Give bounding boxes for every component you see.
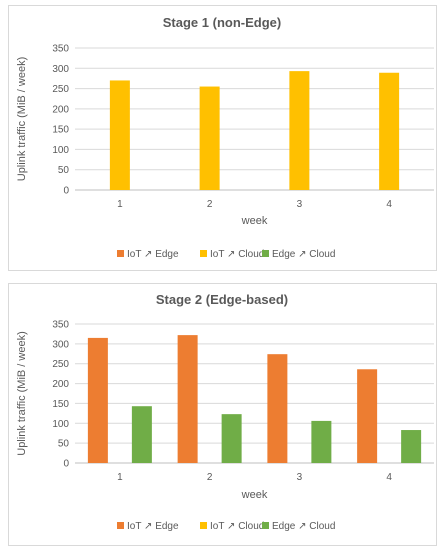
y-tick-label: 0: [63, 459, 69, 470]
x-tick-label: 2: [207, 472, 213, 483]
y-axis-label: Uplink traffic (MiB / week): [16, 331, 28, 456]
bar-week-4-series-2: [379, 72, 400, 190]
legend-label: IoT ↗ Edge: [127, 521, 179, 532]
y-tick-label: 100: [52, 145, 69, 156]
bar-week-1-series-1: [87, 337, 108, 463]
y-axis-label: Uplink traffic (MiB / week): [16, 57, 28, 182]
bar-week-2-series-3: [221, 414, 242, 463]
bar-week-3-series-2: [289, 71, 310, 190]
bar-week-3-series-1: [267, 354, 288, 463]
chart-panel-stage-1: Stage 1 (non-Edge) 0 50 100 150 200 250 300 350 U…: [8, 5, 437, 271]
x-tick-label: 2: [207, 199, 213, 210]
chart-panel-stage-2: Stage 2 (Edge-based) 0 50 100 150 200 250 300 35…: [8, 283, 437, 546]
y-tick-label: 300: [52, 64, 69, 75]
x-axis-label: week: [241, 215, 268, 227]
bar-week-2-series-2: [199, 86, 220, 190]
legend-label: IoT ↗ Cloud: [210, 249, 264, 260]
bar-week-4-series-1: [357, 369, 378, 463]
legend-label: IoT ↗ Cloud: [210, 521, 264, 532]
x-tick-label: 1: [117, 472, 123, 483]
y-tick-label: 200: [52, 104, 69, 115]
y-tick-label: 250: [52, 359, 69, 370]
x-tick-label: 1: [117, 199, 123, 210]
y-tick-label: 50: [58, 165, 70, 176]
bar-week-3-series-3: [311, 420, 332, 463]
x-tick-label: 3: [297, 199, 303, 210]
y-tick-label: 250: [52, 84, 69, 95]
y-tick-label: 350: [52, 320, 69, 331]
x-tick-label: 3: [297, 472, 303, 483]
legend-swatch: [117, 522, 124, 529]
chart-title: Stage 2 (Edge-based): [156, 292, 288, 307]
y-tick-label: 150: [52, 125, 69, 136]
legend-label: Edge ↗ Cloud: [272, 249, 335, 260]
x-tick-label: 4: [386, 199, 392, 210]
y-tick-label: 100: [52, 419, 69, 430]
bar-week-2-series-1: [177, 335, 198, 463]
bar-week-1-series-2: [109, 80, 130, 190]
legend-swatch: [262, 522, 269, 529]
x-axis-label: week: [241, 489, 268, 501]
legend-label: IoT ↗ Edge: [127, 249, 179, 260]
y-tick-label: 150: [52, 399, 69, 410]
legend-swatch: [200, 250, 207, 257]
y-tick-label: 200: [52, 379, 69, 390]
y-tick-label: 350: [52, 44, 69, 55]
y-tick-label: 50: [58, 439, 70, 450]
chart-stage-1: Stage 1 (non-Edge) 0 50 100 150 200 250 300 350 U…: [16, 15, 434, 260]
y-tick-label: 300: [52, 339, 69, 350]
chart-stage-2: Stage 2 (Edge-based) 0 50 100 150 200 250 300 35…: [16, 292, 434, 532]
bar-week-1-series-3: [131, 406, 152, 463]
bar-week-4-series-3: [401, 430, 422, 463]
x-tick-label: 4: [386, 472, 392, 483]
legend-swatch: [200, 522, 207, 529]
legend-swatch: [117, 250, 124, 257]
chart-title: Stage 1 (non-Edge): [163, 15, 281, 30]
legend-swatch: [262, 250, 269, 257]
legend-label: Edge ↗ Cloud: [272, 521, 335, 532]
y-tick-label: 0: [63, 186, 69, 197]
